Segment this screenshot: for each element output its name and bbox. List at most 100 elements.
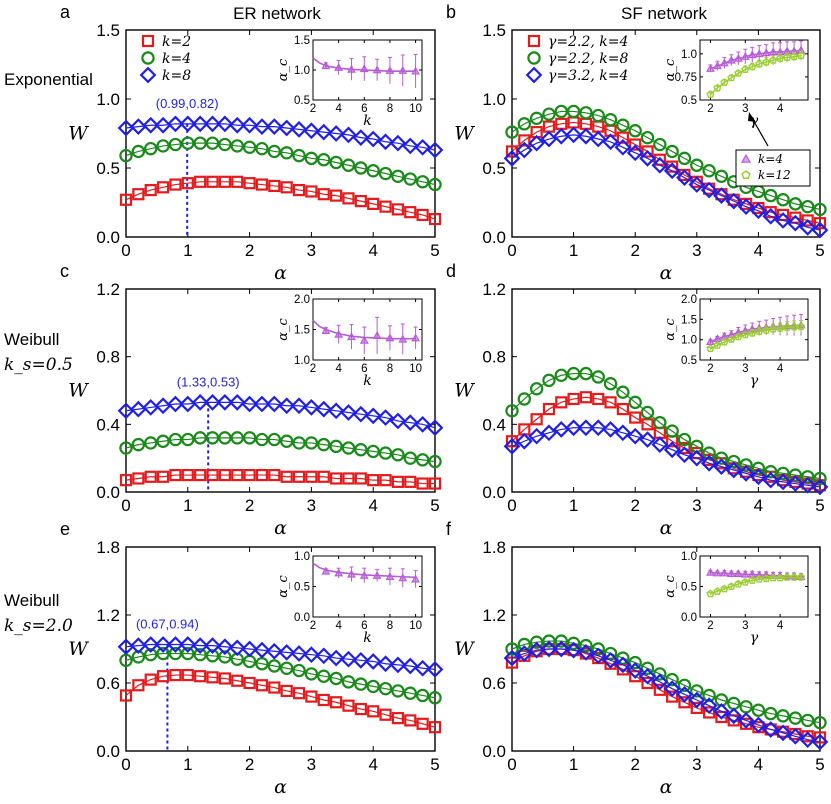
- data-point-b: [565, 126, 582, 144]
- inset-point-d: [769, 324, 778, 333]
- x-tick-label-f-inset: 4: [777, 620, 784, 632]
- data-point-f: [503, 649, 521, 667]
- inset-point-c: [372, 330, 382, 339]
- inset-point-f: [706, 567, 715, 576]
- data-point-b: [554, 104, 568, 119]
- inset-legend-label-b: k=4: [758, 152, 783, 166]
- data-point-a: [404, 206, 417, 219]
- data-point-b: [788, 197, 803, 211]
- y-tick-label-b-inset: 0.75: [675, 72, 697, 84]
- inset-point-e: [411, 574, 421, 583]
- data-point-f: [700, 697, 718, 715]
- data-point-e: [414, 659, 431, 677]
- inset-point-d: [748, 328, 757, 337]
- data-point-b: [764, 188, 778, 203]
- legend-marker-a: [141, 51, 155, 65]
- data-point-a: [231, 175, 244, 188]
- data-point-e: [366, 679, 380, 694]
- data-point-e: [253, 641, 271, 659]
- data-point-f: [565, 641, 582, 659]
- x-tick-label-f: 5: [815, 755, 824, 774]
- y-tick-label-e: 1.2: [96, 606, 120, 625]
- data-point-f: [813, 731, 827, 744]
- inset-point-a: [334, 62, 344, 71]
- legend-marker-a: [139, 66, 157, 84]
- inset-point-e: [334, 568, 344, 577]
- data-point-f: [702, 688, 716, 703]
- inset-point-a: [372, 65, 382, 74]
- data-point-f: [713, 702, 730, 720]
- inset-point-c: [321, 326, 331, 335]
- data-point-c: [131, 437, 146, 452]
- inset-curve-e: [312, 562, 416, 579]
- y-tick-label-a: 1.5: [96, 21, 120, 40]
- inset-point-f: [712, 568, 722, 577]
- data-point-e: [167, 636, 184, 653]
- inset-point-b: [747, 50, 757, 59]
- data-point-e: [119, 689, 133, 702]
- data-point-c: [303, 399, 320, 416]
- data-point-a: [354, 161, 368, 175]
- data-point-c: [204, 393, 221, 411]
- data-point-b: [591, 108, 605, 123]
- data-point-d: [651, 436, 669, 453]
- plot-frame-e: [125, 546, 436, 752]
- inset-point-e: [359, 570, 369, 579]
- y-tick-label-a: 0.0: [96, 228, 120, 247]
- data-point-d: [567, 392, 580, 406]
- data-point-b: [542, 107, 556, 121]
- data-point-f: [663, 680, 681, 698]
- data-point-e: [426, 661, 444, 678]
- data-point-b: [776, 193, 790, 207]
- y-tick-label-d: 0.4: [482, 415, 506, 434]
- data-point-f: [690, 701, 703, 715]
- data-point-e: [290, 645, 308, 662]
- data-point-a: [156, 139, 170, 153]
- data-point-c: [389, 412, 407, 430]
- x-tick-label-a: 2: [245, 241, 254, 260]
- data-point-d: [813, 471, 827, 486]
- data-point-a: [428, 177, 442, 192]
- data-point-b: [552, 127, 570, 145]
- data-point-f: [665, 672, 679, 687]
- inset-point-f: [740, 569, 750, 578]
- legend-label-b: γ=3.2, k=4: [548, 68, 628, 84]
- x-tick-label-f: 4: [754, 755, 763, 774]
- y-tick-label-a: 1.0: [96, 90, 120, 109]
- data-point-c: [391, 448, 405, 462]
- data-point-f: [787, 727, 804, 745]
- data-point-a: [303, 122, 320, 140]
- inset-x-label-f: γ: [750, 630, 759, 646]
- inset-point-b: [755, 59, 764, 68]
- data-point-d: [628, 395, 642, 410]
- data-point-c: [218, 468, 231, 482]
- x-tick-label-c: 4: [368, 496, 377, 515]
- plot-frame-f: [511, 546, 821, 752]
- data-point-d: [714, 451, 729, 465]
- data-point-b: [799, 218, 817, 236]
- data-point-f: [566, 636, 581, 651]
- data-point-e: [292, 663, 306, 678]
- legend-label-a: k=2: [162, 34, 191, 50]
- data-point-a: [265, 118, 283, 135]
- legend-label-b: γ=2.2, k=4: [548, 34, 628, 50]
- data-point-c: [179, 395, 197, 413]
- y-tick-label-d: 0.0: [482, 483, 506, 502]
- data-point-e: [218, 672, 231, 685]
- data-point-f: [579, 638, 593, 653]
- x-tick-label-e: 1: [183, 755, 192, 774]
- data-point-e: [193, 647, 207, 662]
- y-axis-label-b: W: [454, 123, 475, 145]
- data-point-c: [231, 468, 244, 482]
- inset-point-f: [748, 576, 757, 584]
- inset-x-label-d: γ: [750, 373, 759, 389]
- data-point-c: [194, 468, 207, 482]
- inset-x-label-e: k: [363, 630, 371, 646]
- inset-point-a: [411, 66, 421, 75]
- series-b-circle: [505, 104, 827, 217]
- data-point-e: [401, 657, 419, 675]
- x-tick-label-b: 4: [754, 241, 763, 260]
- data-point-b: [800, 199, 815, 214]
- data-point-a: [403, 172, 417, 186]
- data-point-f: [653, 683, 666, 696]
